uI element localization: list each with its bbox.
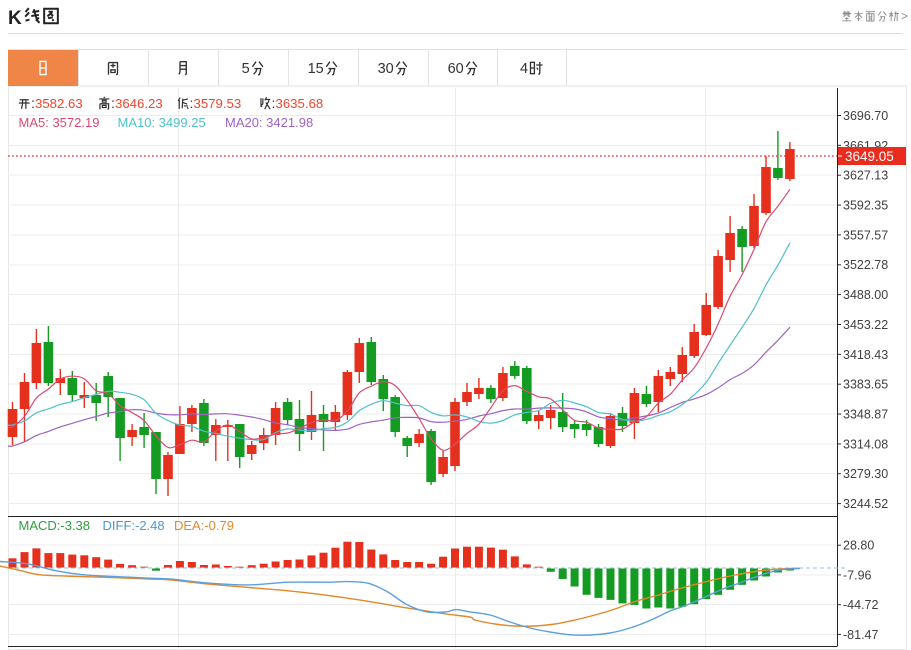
svg-text:K: K: [8, 8, 22, 29]
svg-text:-44.72: -44.72: [843, 598, 878, 612]
svg-text:3649.05: 3649.05: [845, 149, 894, 164]
svg-text::: :: [272, 95, 276, 111]
svg-text:5: 5: [242, 61, 250, 77]
svg-text:3557.57: 3557.57: [843, 228, 888, 242]
svg-text:-7.96: -7.96: [843, 568, 872, 582]
svg-text:3279.30: 3279.30: [843, 467, 888, 481]
svg-text:3522.78: 3522.78: [843, 258, 888, 272]
svg-text:>: >: [901, 9, 908, 23]
svg-text:3635.68: 3635.68: [276, 96, 324, 111]
svg-text:3314.08: 3314.08: [843, 437, 888, 451]
svg-text:3582.63: 3582.63: [35, 96, 83, 111]
svg-text:15: 15: [308, 61, 324, 77]
svg-text:3244.52: 3244.52: [843, 497, 888, 511]
svg-text:MA5: 3572.19: MA5: 3572.19: [19, 115, 100, 130]
svg-text::: :: [31, 95, 35, 111]
svg-text:3579.53: 3579.53: [194, 96, 242, 111]
svg-text:DIFF:-2.48: DIFF:-2.48: [103, 518, 165, 533]
svg-text:3348.87: 3348.87: [843, 408, 888, 422]
svg-text:3627.13: 3627.13: [843, 169, 888, 183]
svg-text:60: 60: [448, 61, 464, 77]
svg-text:3383.65: 3383.65: [843, 378, 888, 392]
svg-text:3646.23: 3646.23: [115, 96, 163, 111]
svg-text:MACD:-3.38: MACD:-3.38: [19, 518, 91, 533]
svg-text:3696.70: 3696.70: [843, 109, 888, 123]
svg-text:DEA:-0.79: DEA:-0.79: [174, 518, 234, 533]
svg-text:3453.22: 3453.22: [843, 318, 888, 332]
svg-text::: :: [111, 95, 115, 111]
svg-text:3418.43: 3418.43: [843, 348, 888, 362]
svg-text:MA20: 3421.98: MA20: 3421.98: [225, 115, 313, 130]
svg-text:MA10: 3499.25: MA10: 3499.25: [118, 115, 206, 130]
svg-text:4: 4: [520, 61, 528, 77]
svg-text:3592.35: 3592.35: [843, 199, 888, 213]
svg-text:30: 30: [378, 61, 394, 77]
svg-text:3488.00: 3488.00: [843, 288, 888, 302]
svg-text::: :: [190, 95, 194, 111]
svg-text:28.80: 28.80: [843, 539, 874, 553]
svg-text:-81.47: -81.47: [843, 628, 878, 642]
